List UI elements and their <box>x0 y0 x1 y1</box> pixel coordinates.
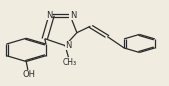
Text: N: N <box>65 41 72 50</box>
Text: N: N <box>70 11 76 20</box>
Text: CH₃: CH₃ <box>62 58 76 67</box>
Text: OH: OH <box>23 70 36 79</box>
Text: N: N <box>46 11 52 20</box>
